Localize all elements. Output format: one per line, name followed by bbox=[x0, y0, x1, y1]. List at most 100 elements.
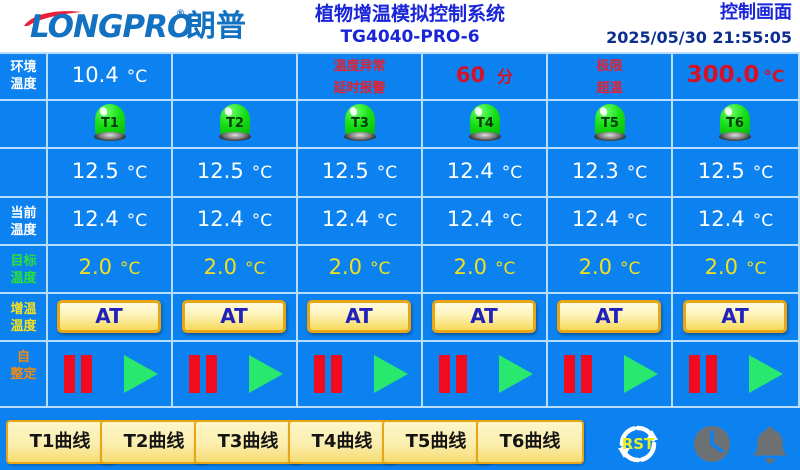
target-temp-value: 12.4 bbox=[196, 207, 244, 231]
current-temp-unit: °C bbox=[251, 163, 273, 183]
target-temp-t5[interactable]: 12.4 °C bbox=[548, 196, 671, 244]
rise-temp-t5[interactable]: 2.0 °C bbox=[548, 244, 671, 292]
lamp-label: T5 bbox=[601, 116, 619, 131]
stop-button-t2[interactable] bbox=[189, 355, 219, 393]
grid-vline bbox=[671, 52, 673, 406]
alarm-delay-label: 温度异常 延时报警 bbox=[298, 58, 421, 97]
rst-reset-icon[interactable]: RST bbox=[616, 422, 660, 466]
curve-button-t6[interactable]: T6曲线 bbox=[476, 420, 584, 464]
rise-temp-t4[interactable]: 2.0 °C bbox=[423, 244, 546, 292]
pause-bar-icon bbox=[564, 355, 575, 393]
rise-temp-value: 2.0 bbox=[203, 255, 238, 279]
start-button-t6[interactable] bbox=[749, 355, 783, 393]
start-button-t2[interactable] bbox=[249, 355, 283, 393]
start-button-t3[interactable] bbox=[374, 355, 408, 393]
lamp-t4[interactable]: T4 bbox=[468, 104, 502, 142]
pause-bar-icon bbox=[439, 355, 450, 393]
grid-hline bbox=[0, 340, 800, 342]
target-temp-unit: °C bbox=[626, 211, 648, 231]
autotune-button-t3[interactable]: AT bbox=[307, 300, 411, 333]
row-label-ambient-line1: 环境 bbox=[10, 60, 37, 75]
target-temp-value: 12.4 bbox=[571, 207, 619, 231]
rise-temp-value: 2.0 bbox=[578, 255, 613, 279]
rise-temp-value: 2.0 bbox=[453, 255, 488, 279]
grid-vline bbox=[296, 52, 298, 406]
pause-bar-icon bbox=[456, 355, 467, 393]
lamp-t5[interactable]: T5 bbox=[593, 104, 627, 142]
ambient-temperature-value: 10.4 °C bbox=[48, 52, 171, 100]
longpro-logo: LONGPRO ® 朗普 bbox=[8, 6, 270, 48]
stop-button-t5[interactable] bbox=[564, 355, 594, 393]
stop-button-t1[interactable] bbox=[64, 355, 94, 393]
autotune-button-t2[interactable]: AT bbox=[182, 300, 286, 333]
rise-temp-unit: °C bbox=[746, 259, 767, 279]
stop-button-t3[interactable] bbox=[314, 355, 344, 393]
lamp-t1[interactable]: T1 bbox=[93, 104, 127, 142]
lamp-base-icon bbox=[219, 132, 251, 141]
pause-bar-icon bbox=[331, 355, 342, 393]
autotune-button-t5[interactable]: AT bbox=[557, 300, 661, 333]
row-label-ambient-line2: 温度 bbox=[10, 77, 37, 92]
target-temp-t1[interactable]: 12.4 °C bbox=[48, 196, 171, 244]
row-label-ambient: 环境 温度 bbox=[0, 59, 47, 93]
overtemp-limit-number: 300.0 bbox=[686, 62, 760, 88]
rise-temp-value: 2.0 bbox=[328, 255, 363, 279]
lamp-t3[interactable]: T3 bbox=[343, 104, 377, 142]
curve-button-t2[interactable]: T2曲线 bbox=[100, 420, 208, 464]
row-label-rise-line1: 增温 bbox=[10, 302, 37, 317]
pause-bar-icon bbox=[64, 355, 75, 393]
logo-chinese-name: 朗普 bbox=[186, 9, 246, 44]
curve-button-t1[interactable]: T1曲线 bbox=[6, 420, 114, 464]
curve-button-t3[interactable]: T3曲线 bbox=[194, 420, 302, 464]
ambient-temperature-number: 10.4 bbox=[71, 63, 119, 87]
grid-hline bbox=[0, 406, 800, 408]
grid-vline bbox=[421, 52, 423, 406]
autotune-button-t4[interactable]: AT bbox=[432, 300, 536, 333]
row-label-target-line1: 目标 bbox=[10, 254, 37, 269]
start-button-t5[interactable] bbox=[624, 355, 658, 393]
rise-temp-t2[interactable]: 2.0 °C bbox=[173, 244, 296, 292]
current-temp-value: 12.3 bbox=[571, 159, 619, 183]
overtemp-limit-label-line1: 极限 bbox=[596, 59, 623, 74]
autotune-button-t1[interactable]: AT bbox=[57, 300, 161, 333]
lamp-t6[interactable]: T6 bbox=[718, 104, 752, 142]
current-temp-unit: °C bbox=[752, 163, 774, 183]
start-button-t4[interactable] bbox=[499, 355, 533, 393]
pause-bar-icon bbox=[706, 355, 717, 393]
lamp-t2[interactable]: T2 bbox=[218, 104, 252, 142]
rise-temp-unit: °C bbox=[245, 259, 266, 279]
current-temp-value: 12.5 bbox=[321, 159, 369, 183]
rise-temp-t3[interactable]: 2.0 °C bbox=[298, 244, 421, 292]
rst-icon-label: RST bbox=[622, 435, 655, 453]
logo-registered-icon: ® bbox=[176, 9, 185, 19]
target-temp-t6[interactable]: 12.4 °C bbox=[673, 196, 798, 244]
autotune-button-t6[interactable]: AT bbox=[683, 300, 787, 333]
overtemp-limit-value[interactable]: 300.0 °C bbox=[673, 52, 798, 100]
curve-button-t5[interactable]: T5曲线 bbox=[382, 420, 490, 464]
rise-temp-t6[interactable]: 2.0 °C bbox=[673, 244, 798, 292]
grid-vline bbox=[798, 52, 800, 406]
rise-temp-value: 2.0 bbox=[704, 255, 739, 279]
target-temp-t2[interactable]: 12.4 °C bbox=[173, 196, 296, 244]
curve-button-t4[interactable]: T4曲线 bbox=[288, 420, 396, 464]
target-temp-t3[interactable]: 12.4 °C bbox=[298, 196, 421, 244]
row-label-autotune-line2: 整定 bbox=[10, 367, 37, 382]
alarm-delay-minutes[interactable]: 60 分 bbox=[423, 52, 546, 100]
current-temp-t6: 12.5 °C bbox=[673, 148, 798, 196]
rise-temp-t1[interactable]: 2.0 °C bbox=[48, 244, 171, 292]
grid-hline bbox=[0, 244, 800, 246]
target-temp-t4[interactable]: 12.4 °C bbox=[423, 196, 546, 244]
stop-button-t4[interactable] bbox=[439, 355, 469, 393]
lamp-label: T4 bbox=[476, 116, 494, 131]
row-label-autotune-line1: 自 bbox=[16, 350, 30, 365]
bell-alarm-icon[interactable] bbox=[748, 422, 792, 466]
stop-button-t6[interactable] bbox=[689, 355, 719, 393]
start-button-t1[interactable] bbox=[124, 355, 158, 393]
current-temp-t1: 12.5 °C bbox=[48, 148, 171, 196]
grid-hline bbox=[0, 147, 800, 149]
alarm-delay-minutes-unit: 分 bbox=[497, 67, 514, 86]
clock-icon[interactable] bbox=[690, 422, 734, 466]
channel-grid: 环境 温度 当前 温度 目标 温度 增温 温度 自 整定 10.4 °C 温度异常… bbox=[0, 52, 800, 408]
lamp-base-icon bbox=[94, 132, 126, 141]
screen-name-label: 控制画面 bbox=[720, 2, 792, 23]
